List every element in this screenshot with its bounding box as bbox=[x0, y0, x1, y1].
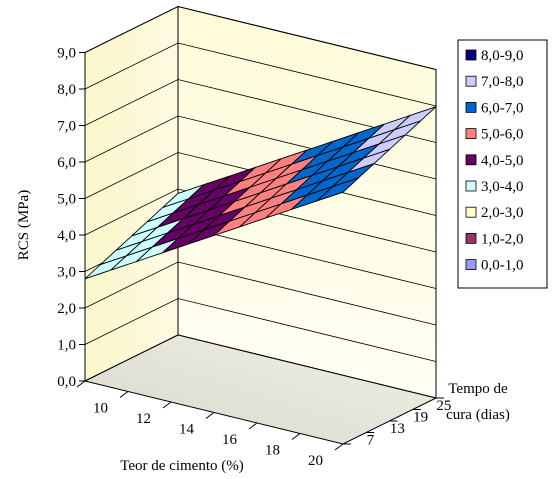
x-tick-label: 14 bbox=[179, 421, 195, 437]
x-tick-label: 20 bbox=[308, 453, 323, 469]
legend-swatch bbox=[465, 180, 477, 192]
z-tick-label: 19 bbox=[413, 409, 428, 425]
surface-patch bbox=[316, 177, 359, 202]
legend-label: 8,0-9,0 bbox=[481, 48, 524, 64]
x-tick-mark bbox=[76, 380, 86, 388]
gridline bbox=[84, 152, 437, 216]
legend-label: 6,0-7,0 bbox=[481, 100, 524, 116]
x-tick-mark bbox=[291, 433, 301, 440]
x-axis-ticks: 10 12 14 16 18 20 bbox=[76, 380, 344, 469]
x-tick-mark bbox=[248, 422, 258, 430]
x-axis-label: Teor de cimento (%) bbox=[120, 458, 243, 474]
gridline bbox=[84, 188, 437, 253]
legend-label: 3,0-4,0 bbox=[481, 179, 524, 195]
chart-walls bbox=[83, 5, 438, 445]
legend: 8,0-9,0 7,0-8,0 6,0-7,0 5,0-6,0 4,0-5,0 3,0-4… bbox=[457, 39, 548, 289]
x-tick-mark bbox=[205, 412, 215, 419]
y-tick-label: 7,0 bbox=[57, 119, 76, 135]
y-tick-label: 3,0 bbox=[57, 265, 76, 281]
y-tick-label: 4,0 bbox=[57, 228, 76, 244]
left-wall bbox=[84, 5, 179, 382]
surface-patches bbox=[84, 106, 437, 280]
y-tick-label: 1,0 bbox=[57, 338, 76, 354]
legend-label: 0,0-1,0 bbox=[481, 258, 524, 274]
legend-label: 2,0-3,0 bbox=[481, 205, 524, 221]
y-axis-label: RCS (MPa) bbox=[16, 190, 32, 260]
x-tick-label: 10 bbox=[93, 400, 108, 416]
legend-label: 1,0-2,0 bbox=[481, 231, 524, 247]
gridline bbox=[84, 6, 437, 70]
y-axis-ticks: 0,0 1,0 2,0 3,0 4,0 5,0 6,0 7,0 8,0 9,0 bbox=[57, 46, 85, 390]
legend-label: 5,0-6,0 bbox=[481, 127, 524, 143]
gridline bbox=[84, 298, 437, 362]
legend-swatch bbox=[465, 128, 477, 140]
y-tick-label: 9,0 bbox=[57, 46, 76, 62]
legend-swatch bbox=[465, 102, 477, 113]
legend-label: 4,0-5,0 bbox=[481, 153, 524, 169]
x-tick-mark bbox=[119, 391, 129, 398]
z-axis-ticks: 7 13 19 25 bbox=[343, 397, 451, 448]
legend-swatch bbox=[465, 49, 477, 61]
z-tick-label: 13 bbox=[390, 421, 405, 437]
legend-swatch bbox=[465, 232, 477, 244]
legend-swatch bbox=[465, 75, 477, 87]
x-tick-label: 12 bbox=[136, 411, 151, 427]
legend-swatch bbox=[465, 206, 477, 218]
gridline bbox=[84, 42, 437, 107]
legend-label: 7,0-8,0 bbox=[481, 74, 524, 90]
x-tick-label: 16 bbox=[222, 432, 238, 448]
legend-swatch bbox=[465, 154, 477, 166]
z-tick-label: 25 bbox=[436, 398, 451, 414]
z-tick-label: 7 bbox=[367, 432, 375, 448]
y-tick-label: 8,0 bbox=[57, 82, 76, 98]
y-tick-label: 6,0 bbox=[57, 155, 76, 171]
legend-swatch bbox=[465, 259, 477, 271]
gridline bbox=[84, 79, 437, 143]
y-tick-label: 5,0 bbox=[57, 192, 76, 208]
y-tick-label: 2,0 bbox=[57, 301, 76, 317]
y-tick-label: 0,0 bbox=[57, 374, 76, 390]
x-tick-label: 18 bbox=[265, 442, 280, 458]
gridline bbox=[84, 261, 437, 326]
x-tick-mark bbox=[162, 401, 172, 409]
z-axis-label: Tempo de cura (dias) bbox=[446, 381, 510, 423]
x-tick-mark bbox=[334, 443, 344, 451]
